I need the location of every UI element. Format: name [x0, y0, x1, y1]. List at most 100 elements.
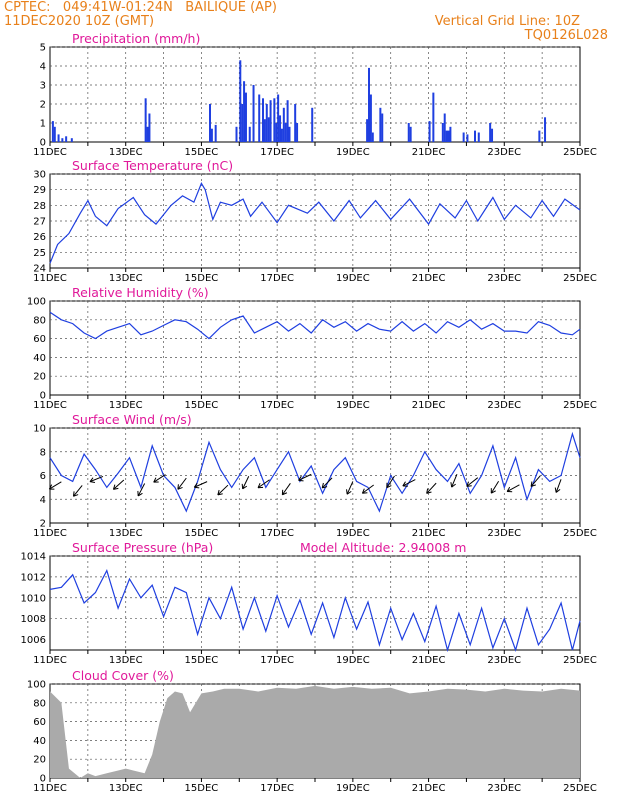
precip-bar	[258, 94, 261, 142]
wind-arrow-head	[73, 494, 79, 497]
y-tick-label: 4	[40, 62, 46, 73]
x-tick-label: 23DEC	[487, 783, 521, 794]
wind-arrow-head	[402, 481, 406, 487]
panel-title: Cloud Cover (%)	[72, 668, 174, 683]
wind-arrow	[362, 484, 374, 494]
precip-bar	[284, 123, 287, 142]
y-tick-label: 80	[33, 698, 46, 709]
panel-3: 0 20 40 60 80 100 11DEC 13DEC 15DEC 17DEC 19DEC 21D…	[27, 285, 597, 411]
x-tick-label: 21DEC	[412, 783, 446, 794]
precip-bar	[381, 113, 384, 142]
x-tick-label: 17DEC	[260, 655, 294, 666]
precip-bar	[210, 128, 213, 142]
precip-bar	[280, 128, 283, 142]
y-tick-label: 5	[40, 43, 46, 54]
x-tick-label: 19DEC	[336, 400, 370, 411]
precip-bar	[252, 85, 255, 142]
wind-arrow	[73, 485, 83, 497]
x-tick-label: 15DEC	[185, 783, 219, 794]
wind-arrow-head	[153, 477, 157, 483]
wind-arrow	[386, 475, 395, 489]
wind-arrow	[466, 477, 479, 487]
wind-arrow	[555, 479, 562, 493]
precip-bar	[214, 124, 217, 142]
y-tick-label: 3	[40, 81, 46, 92]
wind-arrow-head	[89, 481, 96, 483]
x-tick-label: 15DEC	[185, 528, 219, 539]
precip-bar	[447, 130, 450, 142]
precip-bar	[235, 126, 238, 142]
header-grid-line: Vertical Grid Line: 10Z	[434, 14, 580, 29]
wind-arrow-head	[346, 489, 348, 495]
x-tick-label: 21DEC	[412, 273, 446, 284]
wind-arrow	[257, 479, 270, 489]
y-tick-label: 2	[40, 519, 46, 530]
wind-arrow	[321, 477, 333, 489]
precip-bar	[243, 81, 246, 142]
x-tick-label: 17DEC	[260, 783, 294, 794]
x-tick-label: 17DEC	[260, 147, 294, 158]
x-tick-label: 11DEC	[33, 273, 67, 284]
precip-bar	[51, 121, 54, 142]
wind-arrow	[451, 473, 458, 488]
series-line	[49, 311, 581, 340]
x-tick-label: 19DEC	[336, 783, 370, 794]
precip-bar	[368, 67, 370, 142]
x-tick-label: 15DEC	[185, 147, 219, 158]
wind-arrow	[530, 475, 541, 487]
wind-arrow-head	[386, 485, 392, 489]
series-line	[49, 431, 581, 513]
precip-bar	[489, 123, 492, 142]
precip-bar	[282, 107, 285, 142]
x-tick-label: 11DEC	[33, 528, 67, 539]
precip-bar	[544, 117, 547, 142]
panel-annotation: Model Altitude: 2.94008 m	[300, 540, 466, 555]
wind-arrow	[113, 479, 125, 490]
wind-arrow	[89, 475, 104, 483]
x-tick-label: 25DEC	[563, 783, 597, 794]
precip-bar	[294, 104, 297, 142]
y-tick-label: 30	[33, 170, 46, 181]
wind-arrow-head	[112, 484, 116, 490]
precip-bar	[491, 128, 494, 142]
precip-bar	[288, 126, 291, 142]
wind-arrow-head	[282, 492, 288, 496]
wind-arrow-head	[217, 489, 220, 496]
precip-bar	[275, 123, 278, 142]
y-tick-label: 20	[33, 372, 46, 383]
x-tick-label: 25DEC	[563, 655, 597, 666]
x-tick-label: 23DEC	[487, 147, 521, 158]
precip-bar	[279, 115, 282, 142]
y-tick-label: 100	[27, 680, 46, 691]
wind-arrow-head	[554, 487, 557, 493]
header-date: 11DEC2020 10Z (GMT)	[4, 14, 155, 29]
x-tick-label: 17DEC	[260, 273, 294, 284]
y-tick-label: 8	[40, 447, 46, 458]
wind-arrow-head	[48, 484, 53, 490]
wind-arrow-head	[194, 486, 200, 489]
wind-arrow-head	[426, 488, 429, 494]
wind-arrow	[402, 479, 416, 487]
precip-bar	[449, 126, 452, 142]
precip-bar	[477, 132, 480, 142]
precip-bar	[262, 98, 264, 142]
precip-bar	[148, 113, 151, 142]
panel-6: 0 20 40 60 80 100 11DEC 13DEC 15DEC 17DEC 19DEC 21D…	[27, 668, 597, 794]
x-tick-label: 19DEC	[336, 147, 370, 158]
x-tick-label: 17DEC	[260, 528, 294, 539]
y-tick-label: 1006	[21, 635, 46, 646]
wind-arrow	[281, 483, 291, 496]
y-tick-label: 27	[33, 217, 46, 228]
x-tick-label: 21DEC	[412, 528, 446, 539]
x-tick-label: 11DEC	[33, 400, 67, 411]
wind-arrow-head	[491, 490, 496, 494]
panel-title: Surface Wind (m/s)	[72, 412, 192, 427]
precip-bar	[244, 92, 247, 142]
y-tick-label: 28	[33, 201, 46, 212]
y-tick-label: 10	[33, 424, 46, 435]
y-tick-label: 40	[33, 353, 46, 364]
precip-bar	[407, 123, 410, 142]
precip-bar	[432, 92, 435, 142]
x-tick-label: 15DEC	[185, 400, 219, 411]
